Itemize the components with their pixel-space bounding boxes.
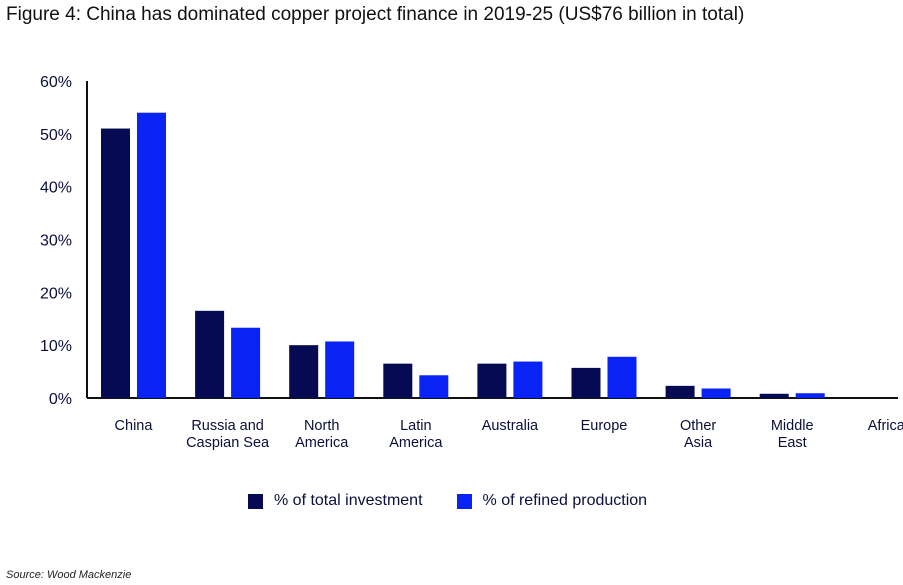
- bar-investment: [383, 363, 413, 398]
- legend-swatch-production: [456, 493, 472, 509]
- x-category-label: Other Asia: [680, 418, 716, 451]
- bar-investment: [477, 363, 507, 398]
- figure-title: Figure 4: China has dominated copper pro…: [6, 4, 745, 25]
- bar-production: [325, 341, 355, 398]
- legend-label-production: % of refined production: [482, 492, 648, 509]
- bar-chart: 0% 10% 20% 30% 40% 50% 60% China Russia and Caspi…: [40, 74, 903, 451]
- bar-production: [137, 112, 166, 398]
- bar-production: [795, 393, 825, 398]
- bar-production: [419, 375, 449, 398]
- chart-panel: 0% 10% 20% 30% 40% 50% 60% China Russia and Caspi…: [0, 33, 903, 563]
- x-category-label: Latin America: [389, 418, 443, 451]
- x-category-label: Africa: [868, 418, 903, 434]
- legend-label-investment: % of total investment: [274, 492, 423, 509]
- x-category-label: North America: [295, 418, 349, 451]
- source-note: Source: Wood Mackenzie: [6, 569, 132, 581]
- bar-production: [701, 388, 731, 398]
- legend-swatch-investment: [248, 493, 263, 509]
- y-tick-label: 40%: [40, 180, 72, 197]
- bar-production: [231, 327, 261, 398]
- bar-investment: [759, 393, 789, 398]
- y-tick-label: 20%: [40, 285, 72, 302]
- y-tick-label: 50%: [40, 127, 72, 144]
- y-tick-label: 0%: [49, 391, 72, 408]
- x-category-label: Australia: [482, 418, 539, 434]
- chart-legend: % of total investment % of refined produ…: [248, 492, 647, 510]
- y-tick-label: 10%: [40, 338, 72, 355]
- x-category-label: Europe: [581, 418, 628, 434]
- x-category-label: Middle East: [771, 418, 814, 451]
- bar-production: [607, 356, 637, 398]
- bar-production: [513, 361, 543, 398]
- bar-investment: [665, 385, 695, 398]
- bar-investment: [289, 345, 319, 398]
- x-category-label: Russia and Caspian Sea: [186, 418, 270, 451]
- bar-investment: [195, 310, 225, 398]
- bar-investment: [571, 367, 601, 398]
- x-category-label: China: [115, 418, 154, 434]
- legend-item-investment: % of total investment: [248, 492, 423, 510]
- y-tick-label: 30%: [40, 233, 72, 250]
- legend-item-production: % of refined production: [456, 492, 648, 510]
- bar-investment: [101, 128, 130, 399]
- y-tick-label: 60%: [40, 74, 72, 91]
